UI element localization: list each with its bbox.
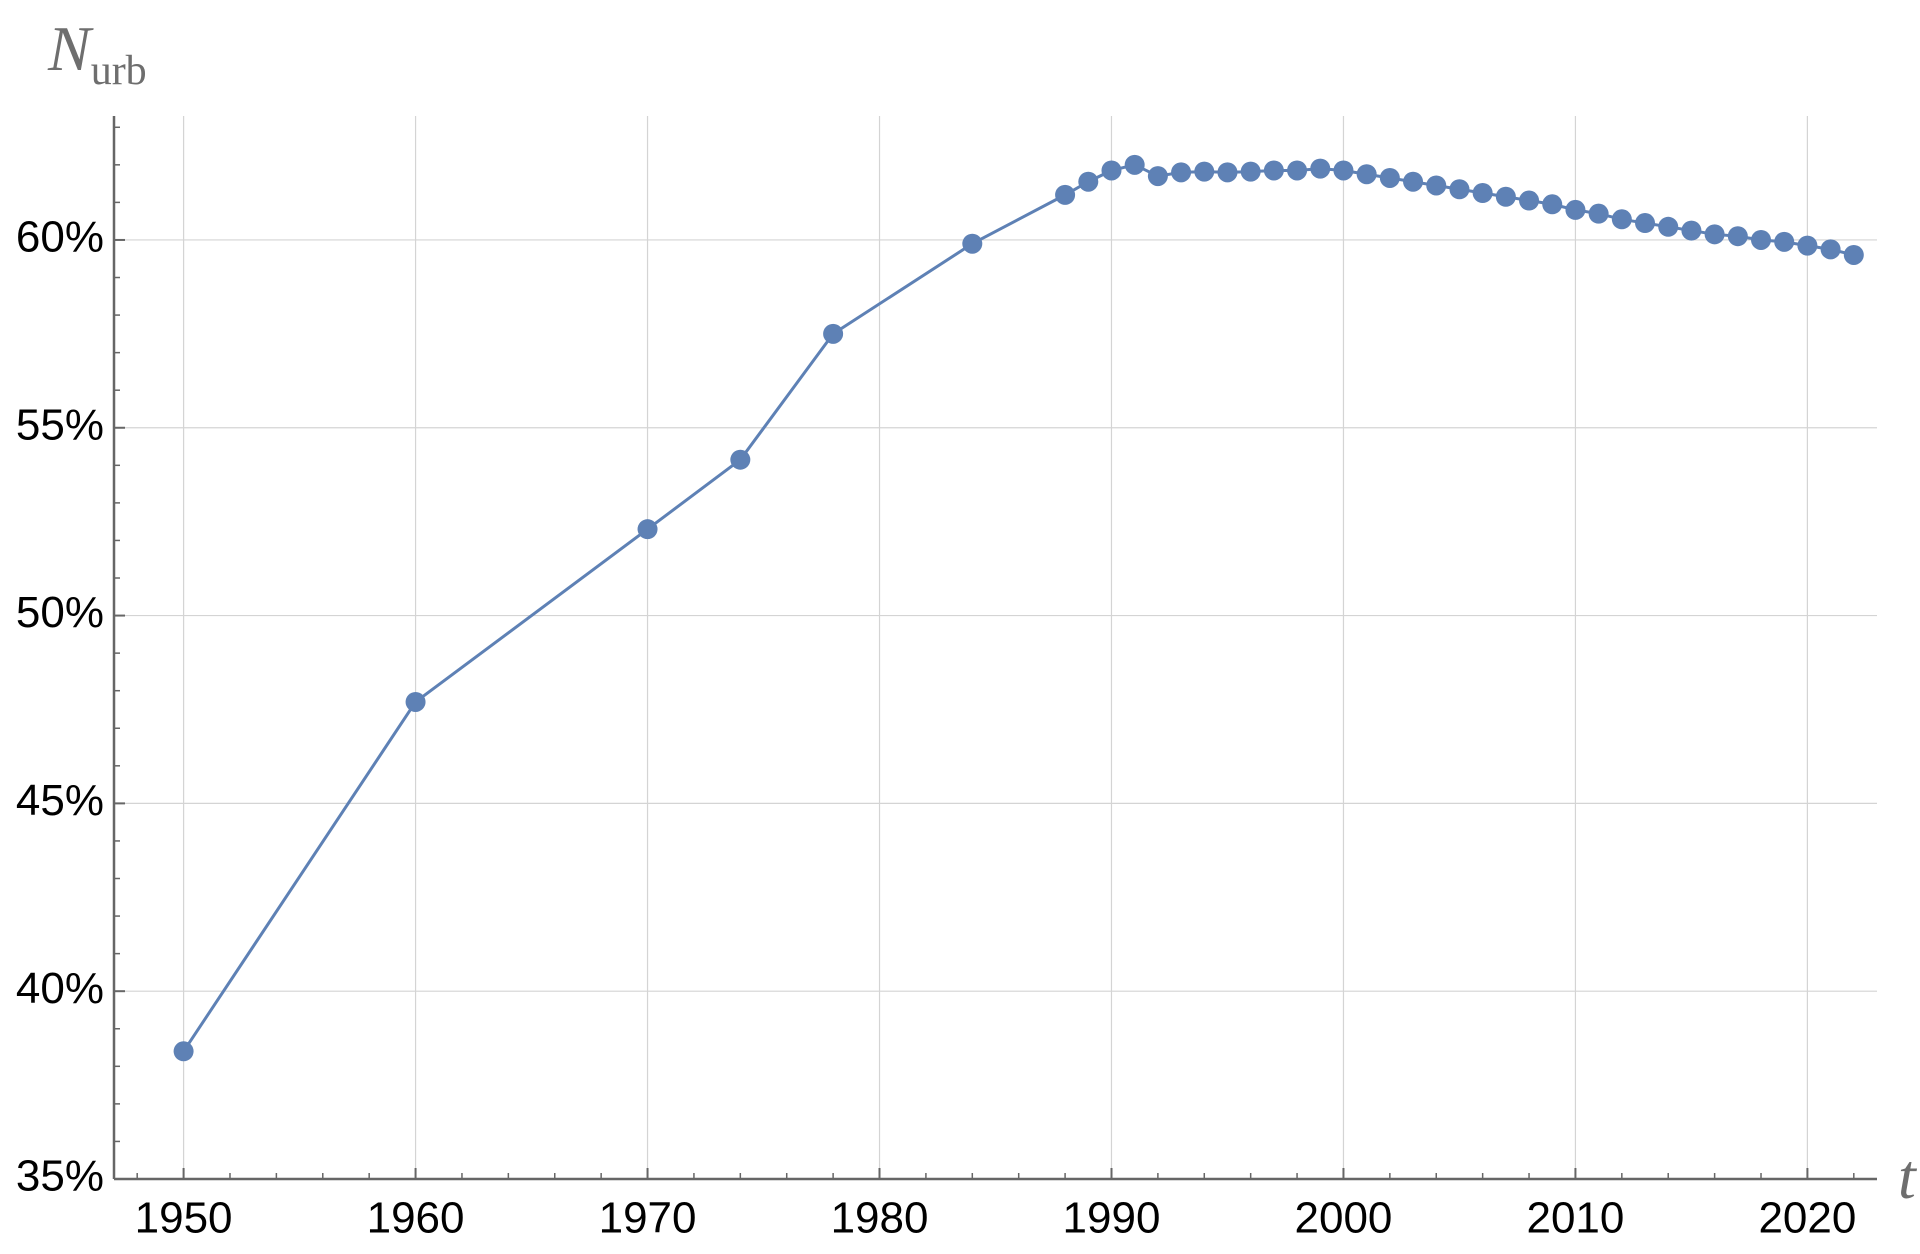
data-point (1403, 171, 1424, 192)
y-tick-label: 35% (16, 1152, 104, 1201)
data-point (1194, 161, 1215, 182)
x-tick-label: 2000 (1295, 1194, 1393, 1243)
data-point (1449, 179, 1470, 200)
data-point (1055, 184, 1076, 205)
data-point (1379, 167, 1400, 188)
data-point (1263, 160, 1284, 181)
data-point (1171, 162, 1192, 183)
data-point (1542, 194, 1563, 215)
data-point (1519, 190, 1540, 211)
data-point (1472, 183, 1493, 204)
y-tick-label: 55% (16, 400, 104, 449)
data-point (1565, 199, 1586, 220)
y-tick-label: 60% (16, 213, 104, 262)
data-point (1356, 164, 1377, 185)
data-point (1751, 229, 1772, 250)
x-tick-label: 1960 (367, 1194, 465, 1243)
data-point (1078, 171, 1099, 192)
y-tick-label: 50% (16, 588, 104, 637)
x-tick-label: 1980 (831, 1194, 929, 1243)
data-point (1147, 166, 1168, 187)
data-point (637, 519, 658, 540)
y-axis-label-sub: urb (91, 48, 147, 94)
x-tick-label: 2010 (1526, 1194, 1624, 1243)
data-point (1681, 220, 1702, 241)
data-point (1124, 154, 1145, 175)
y-tick-label: 40% (16, 964, 104, 1013)
data-point (1588, 203, 1609, 224)
x-axis-label: t (1898, 1141, 1918, 1212)
data-point (823, 323, 844, 344)
data-point (1101, 160, 1122, 181)
data-point (962, 233, 983, 254)
x-tick-label: 2020 (1758, 1194, 1856, 1243)
data-point (173, 1041, 194, 1062)
series-line (182, 163, 1855, 1053)
x-tick-label: 1950 (135, 1194, 233, 1243)
data-point (730, 449, 751, 470)
data-point (1820, 239, 1841, 260)
data-point (1287, 160, 1308, 181)
data-point (1797, 235, 1818, 256)
data-point (1240, 161, 1261, 182)
x-tick-label: 1990 (1063, 1194, 1161, 1243)
data-point (1727, 226, 1748, 247)
y-axis-label-main: N (47, 13, 94, 84)
data-point (1310, 158, 1331, 179)
data-point (1704, 224, 1725, 245)
data-point (1426, 175, 1447, 196)
data-point (1495, 186, 1516, 207)
data-point (1658, 216, 1679, 237)
data-point (1333, 160, 1354, 181)
y-tick-label: 45% (16, 776, 104, 825)
data-point (1635, 213, 1656, 234)
data-point (1611, 209, 1632, 230)
y-axis-label: Nurb (47, 13, 147, 94)
data-point (405, 691, 426, 712)
x-tick-label: 1970 (599, 1194, 697, 1243)
data-point (1843, 244, 1864, 265)
data-point (1217, 162, 1238, 183)
data-point (1774, 231, 1795, 252)
